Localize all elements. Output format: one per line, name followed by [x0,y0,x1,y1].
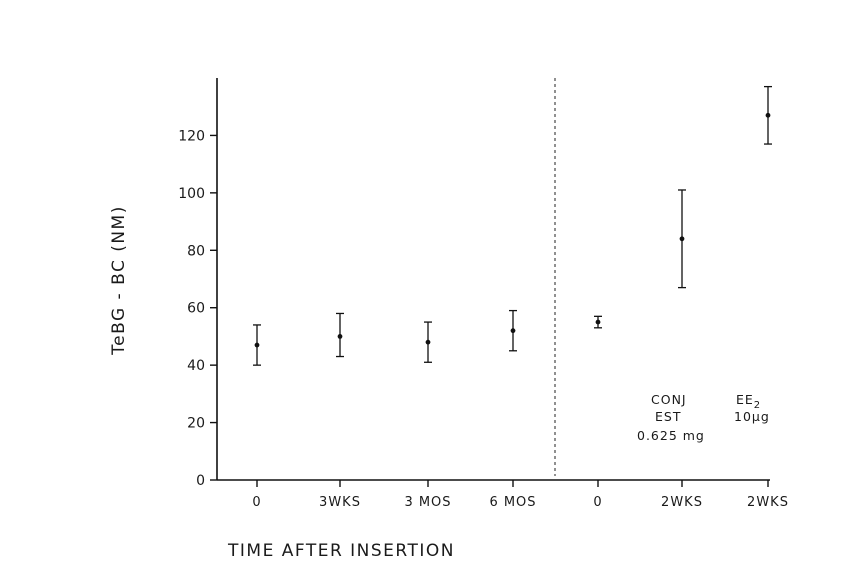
data-point-group [509,309,517,352]
conj-label: CONJ [651,392,687,407]
x-ticks: 0 3WKS 3 MOS 6 MOS 0 2WKS 2WKS [252,480,789,510]
x-tick-label: 0 [593,495,602,510]
ee2-label: EE2 [736,392,761,411]
data-point-group [424,321,432,363]
data-point-group [253,324,261,366]
data-point [425,339,431,345]
x-tick-label: 3 MOS [404,495,451,510]
conj-est-annotation: CONJ EST 0.625 mg [637,392,705,443]
x-tick-label: 2WKS [747,495,789,510]
axes [216,78,770,481]
ee2-dose-label: 10µg [734,409,770,424]
y-tick-label: 120 [178,128,205,144]
y-tick-label: 100 [178,186,205,202]
y-tick-label: 60 [187,301,205,317]
y-tick-label: 40 [187,358,205,374]
data-point [595,319,601,325]
data-point-group [594,315,602,329]
data-point [254,342,260,348]
data-point [679,236,685,242]
data-point [510,328,516,334]
x-axis-title: TIME AFTER INSERTION [227,541,455,561]
x-tick-label: 2WKS [661,495,703,510]
y-axis-title: TeBG - BC (NM) [109,205,129,356]
ee-text: EE [736,392,754,407]
x-tick-label: 0 [252,495,261,510]
y-tick-label: 80 [187,243,205,259]
y-tick-label: 0 [196,473,205,489]
data-point-group [764,85,772,145]
y-tick-label: 20 [187,416,205,432]
data-points [253,85,772,366]
dose-label: 0.625 mg [637,428,705,443]
ee-subscript: 2 [754,400,761,411]
data-point [765,112,771,118]
data-point-group [336,312,344,358]
ee2-annotation: EE2 10µg [734,392,770,424]
y-ticks: 0 20 40 60 80 100 120 [178,128,217,489]
x-tick-label: 3WKS [319,495,361,510]
est-label: EST [655,409,681,424]
data-point-group [678,189,686,289]
x-tick-label: 6 MOS [489,495,536,510]
data-point [337,334,343,339]
